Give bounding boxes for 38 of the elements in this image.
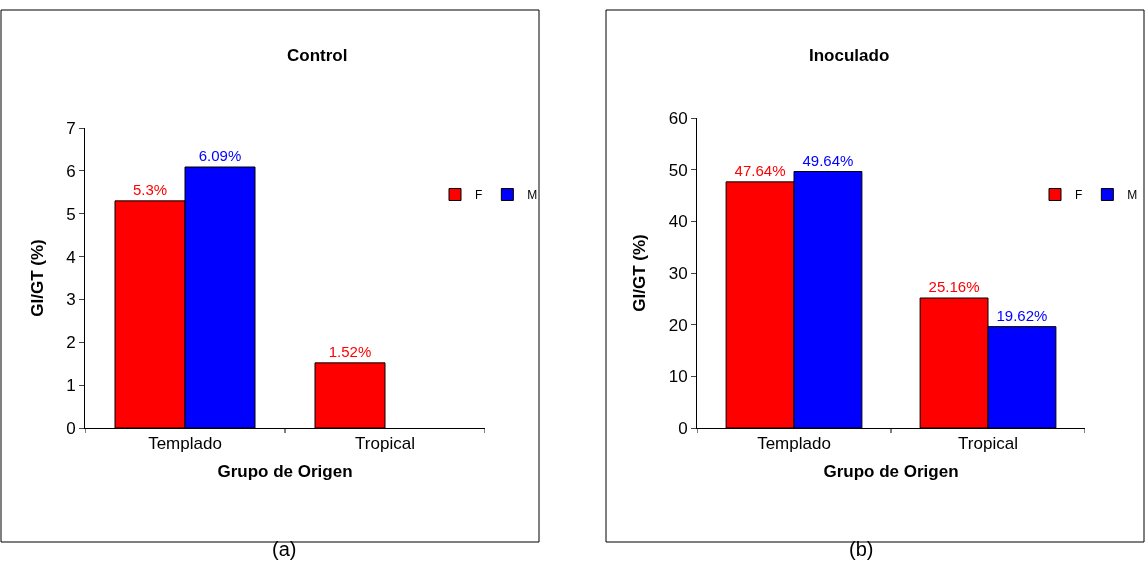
y-tick-label: 10	[668, 367, 688, 387]
legend-label: M	[527, 188, 538, 203]
x-tick-label: Tropical	[958, 434, 1018, 454]
y-tick-label: 40	[668, 212, 688, 232]
y-tick-label: 4	[66, 247, 76, 267]
y-axis-title: GI/GT (%)	[27, 239, 47, 317]
y-tick-label: 2	[66, 333, 76, 353]
y-tick-label: 0	[678, 418, 688, 438]
y-tick-label: 0	[66, 418, 76, 438]
y-tick-label: 20	[668, 315, 688, 335]
text: (a)	[272, 538, 297, 560]
x-tick-label: Templado	[148, 434, 222, 454]
y-tick-label: 6	[66, 161, 76, 181]
data-label: 5.3%	[132, 180, 168, 198]
x-axis-title: Grupo de Origen	[823, 461, 959, 481]
text: (b)	[849, 538, 874, 560]
y-tick-label: 7	[66, 118, 76, 138]
y-tick-label: 60	[668, 108, 688, 128]
y-tick-label: 5	[66, 204, 76, 224]
y-tick-label: 50	[668, 160, 688, 180]
legend-label: M	[1127, 188, 1138, 203]
data-label: 6.09%	[198, 147, 242, 164]
data-label: 49.64%	[802, 151, 854, 169]
data-label: 47.64%	[734, 161, 786, 179]
data-label: 25.16%	[928, 278, 980, 296]
chart-title: Inoculado	[809, 46, 890, 65]
data-label: 19.62%	[996, 306, 1048, 324]
y-axis-title: GI/GT (%)	[630, 234, 650, 312]
legend-label: F	[475, 188, 483, 203]
y-tick-label: 1	[66, 376, 76, 396]
data-label: 1.52%	[328, 342, 372, 360]
x-axis-title: Grupo de Origen	[217, 461, 353, 481]
y-tick-label: 3	[66, 290, 76, 310]
x-tick-label: Templado	[757, 434, 831, 454]
chart-title: Control	[287, 46, 348, 65]
y-tick-label: 30	[668, 263, 688, 283]
legend-label: F	[1075, 188, 1083, 203]
x-tick-label: Tropical	[355, 434, 415, 454]
